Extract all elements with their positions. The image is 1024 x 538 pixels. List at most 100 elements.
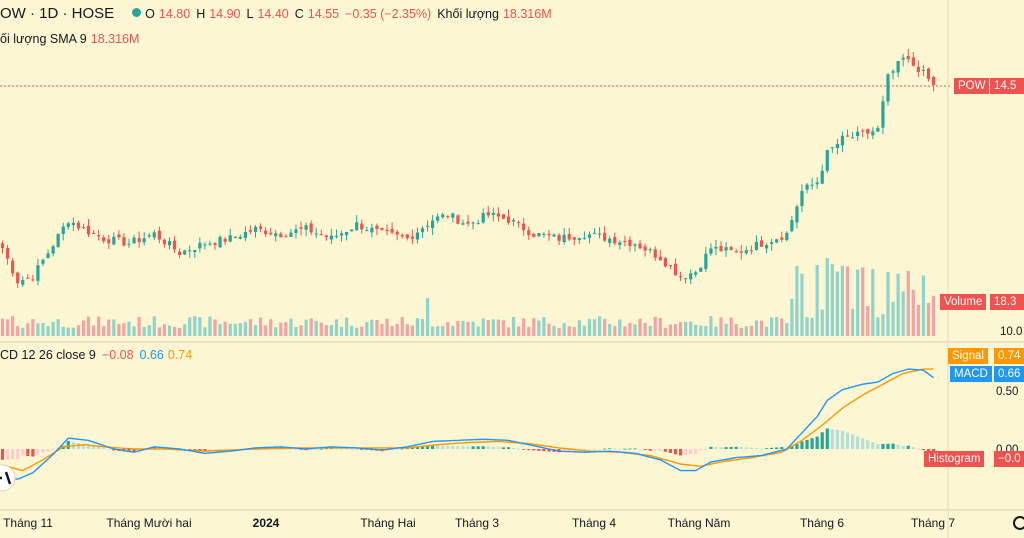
volume-bar xyxy=(248,319,253,336)
volume-sma-value: 18.316M xyxy=(90,32,140,46)
volume-bar xyxy=(264,325,268,336)
volume-bar xyxy=(183,324,187,336)
candle-body xyxy=(41,259,45,264)
candle-body xyxy=(61,226,65,234)
histogram-scale-value: −0.0 xyxy=(994,451,1024,467)
candle-body xyxy=(238,237,242,239)
low-label: L xyxy=(246,7,254,21)
volume-bar xyxy=(5,319,10,336)
candle-body xyxy=(339,233,344,236)
volume-bar xyxy=(921,275,926,336)
histogram-bar xyxy=(678,449,683,456)
histogram-bar xyxy=(350,448,354,450)
candle-body xyxy=(668,265,673,267)
x-tick-label: Tháng Mười hai xyxy=(106,516,192,530)
histogram-bar xyxy=(319,448,323,450)
histogram-bar xyxy=(91,445,96,449)
market-status-icon xyxy=(132,8,142,17)
histogram-bar xyxy=(694,449,698,454)
volume-bar xyxy=(608,323,612,336)
histogram-bar xyxy=(410,447,414,449)
volume-bar xyxy=(137,316,141,336)
macd-legend-hist: −0.08 xyxy=(101,348,134,362)
volume-bar xyxy=(76,325,80,336)
candle-body xyxy=(431,220,435,229)
volume-bar xyxy=(775,316,779,336)
candle-body xyxy=(329,235,333,240)
macd-legend: CD 12 26 close 9 −0.08 0.66 0.74 xyxy=(0,348,196,362)
histogram-bar xyxy=(673,449,678,455)
histogram-bar xyxy=(608,448,612,450)
histogram-bar xyxy=(744,447,748,449)
volume-bar xyxy=(557,327,561,336)
volume-bar xyxy=(780,318,784,336)
candle-body xyxy=(91,232,96,234)
volume-bar xyxy=(385,318,389,336)
candle-body xyxy=(840,135,845,146)
candle-body xyxy=(309,223,313,233)
volume-bar xyxy=(886,272,890,336)
volume-bar xyxy=(587,318,592,336)
candle-body xyxy=(127,243,131,245)
candle-body xyxy=(390,228,394,233)
volume-bar xyxy=(714,326,718,336)
macd-axis-label-a: 0.50 xyxy=(996,386,1019,398)
histogram-bar xyxy=(845,432,850,449)
volume-bar xyxy=(258,317,263,336)
candle-body xyxy=(795,206,799,223)
candle-body xyxy=(911,57,915,66)
settings-icon[interactable] xyxy=(1013,516,1024,530)
volume-bar xyxy=(461,320,465,336)
price-candles xyxy=(0,48,936,289)
volume-bar xyxy=(0,318,5,336)
candle-body xyxy=(618,242,622,246)
volume-bar xyxy=(719,317,723,336)
volume-bar xyxy=(506,327,511,336)
histogram-bar xyxy=(820,432,824,449)
candle-body xyxy=(845,135,850,137)
candle-body xyxy=(754,241,759,250)
histogram-bar xyxy=(542,449,546,452)
candle-body xyxy=(56,233,60,248)
histogram-bar xyxy=(754,448,759,449)
candle-body xyxy=(663,258,667,267)
candle-body xyxy=(471,222,475,224)
volume-bar xyxy=(638,318,642,336)
volume-bar xyxy=(871,269,875,336)
volume-bar xyxy=(511,316,516,336)
volume-bar xyxy=(370,319,374,336)
volume-bar xyxy=(764,326,769,336)
histogram-bar xyxy=(213,449,217,451)
candle-body xyxy=(466,221,470,224)
candle-body xyxy=(532,233,536,237)
symbol-tag: POW xyxy=(954,78,990,94)
macd-legend-macd: 0.66 xyxy=(139,348,164,362)
candle-body xyxy=(699,267,703,272)
candle-body xyxy=(0,243,5,249)
candle-body xyxy=(582,237,586,239)
candle-body xyxy=(304,225,308,230)
histogram-bar xyxy=(466,446,470,449)
candle-body xyxy=(228,235,232,242)
volume-bar xyxy=(309,318,313,336)
macd-line xyxy=(2,368,934,480)
volume-bar xyxy=(658,318,662,336)
volume-bar xyxy=(319,322,323,336)
candle-body xyxy=(299,227,303,229)
histogram-bar xyxy=(749,447,753,449)
x-tick-label: Tháng 3 xyxy=(454,516,500,530)
volume-bar xyxy=(274,327,278,336)
histogram-bar xyxy=(603,448,607,450)
x-tick-label: Tháng 4 xyxy=(571,516,617,530)
symbol-title[interactable]: OW · 1D · HOSE xyxy=(0,5,115,22)
volume-bar xyxy=(694,324,698,336)
volume-bar xyxy=(582,325,586,336)
macd-legend-label: CD 12 26 close 9 xyxy=(0,348,96,362)
candle-body xyxy=(714,246,718,249)
candle-body xyxy=(901,57,905,60)
volume-bar xyxy=(51,321,55,336)
volume-bar xyxy=(127,321,131,336)
candle-body xyxy=(486,212,490,216)
histogram-bar xyxy=(704,448,708,450)
